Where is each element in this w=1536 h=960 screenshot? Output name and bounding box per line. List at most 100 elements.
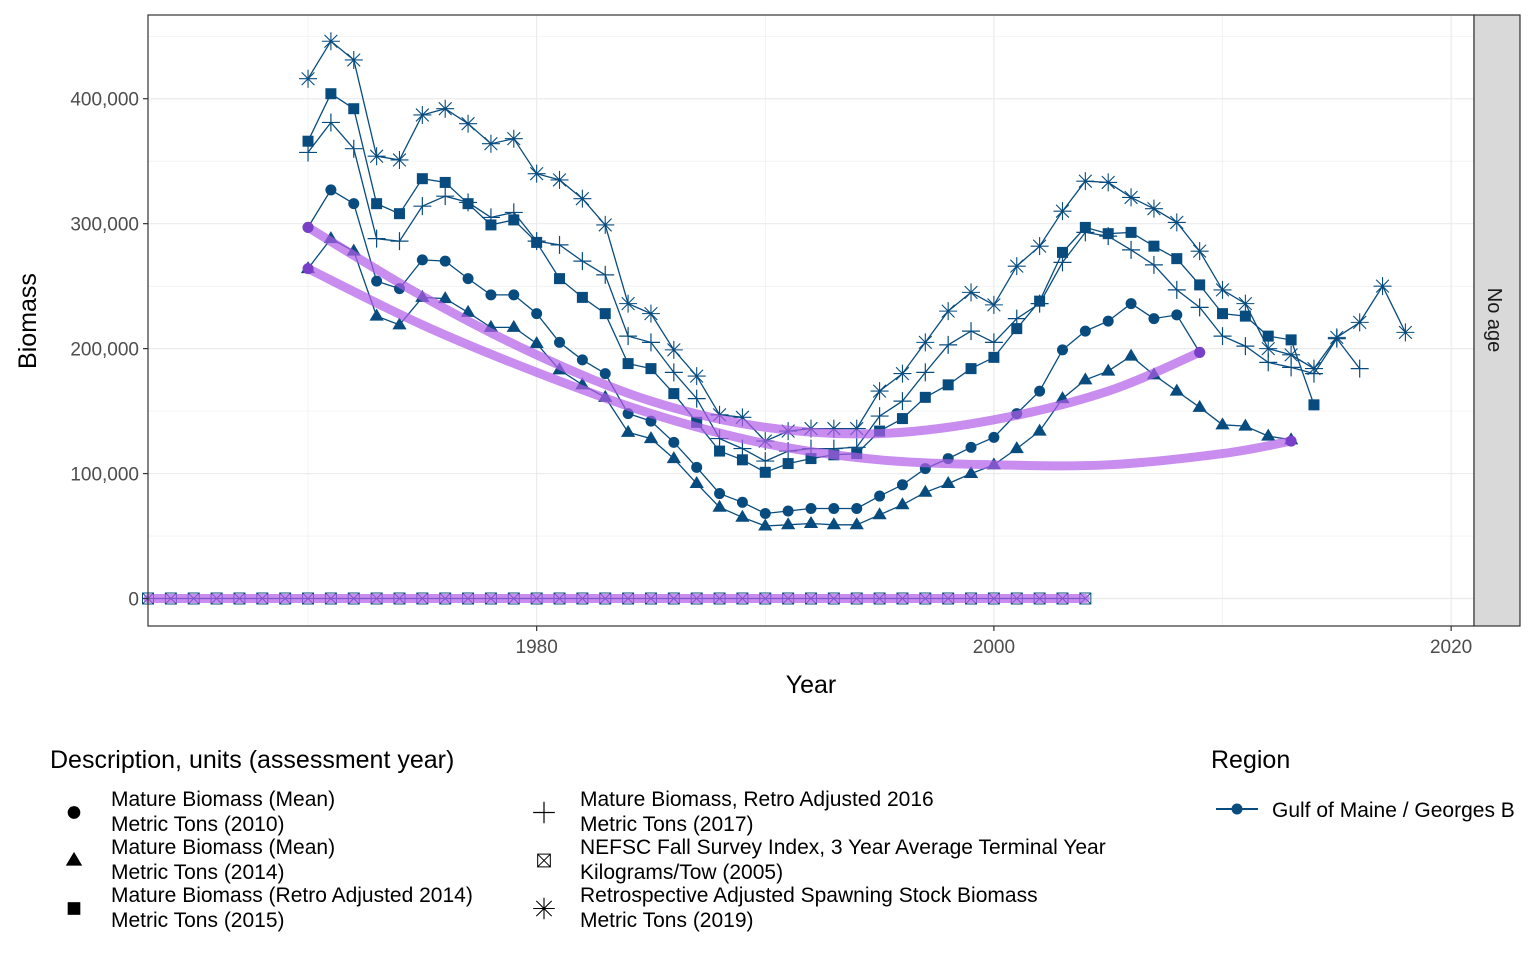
asterisk-marker [687,367,706,386]
circle-marker [462,273,474,285]
plus-marker [870,407,889,426]
y-tick-label: 0 [128,590,139,611]
square-marker [691,416,703,428]
legend-label-line1: Mature Biomass, Retro Adjusted 2016 [580,788,934,811]
asterisk-marker [641,304,660,323]
trend-line [303,264,1296,471]
plus-marker [299,143,318,162]
asterisk-marker [504,129,523,148]
triangle-marker [826,517,841,530]
legend-label-line1: Mature Biomass (Mean) [111,836,335,859]
plus-marker [984,333,1003,352]
plus-marker [344,139,363,158]
circle-marker [691,461,703,473]
triangle-marker [895,497,910,510]
square-marker [1011,323,1023,335]
legend-title: Description, units (assessment year) [50,746,454,774]
plus-marker [367,229,386,248]
trend-line [303,222,1205,439]
plus-marker [687,389,706,408]
plus-marker [1190,298,1209,317]
square-marker [805,453,817,465]
triangle-marker [1123,348,1139,361]
y-tick-label: 400,000 [70,90,139,111]
triangle-marker [1032,423,1047,436]
plus-marker [596,265,615,284]
square-marker [554,273,566,285]
y-tick-label: 200,000 [70,340,139,361]
circle-marker [1079,325,1091,337]
asterisk-marker [413,105,432,124]
asterisk-marker [1236,294,1255,313]
square-marker [942,379,954,391]
triangle-marker [803,516,819,529]
circle-marker [576,354,588,366]
plus-marker [1030,294,1049,313]
asterisk-marker [1099,173,1118,192]
triangle-marker [712,499,727,512]
square-marker [965,363,977,375]
triangle-marker [689,476,704,489]
circle-marker [782,505,794,517]
plus-marker [756,452,775,471]
asterisk-marker [1304,359,1323,378]
asterisk-marker [962,283,981,302]
circle-marker [439,255,451,267]
legend-label-line2: Metric Tons (2015) [111,909,285,932]
plus-marker [390,232,409,251]
plus-marker [1053,253,1072,272]
triangle-marker [963,466,979,479]
triangle-marker [1078,372,1093,385]
triangle-marker [1215,417,1230,430]
square-marker [1217,308,1229,320]
triangle-marker [438,291,453,304]
circle-marker [874,490,886,502]
region-legend-label: Gulf of Maine / Georges B [1272,799,1515,822]
legend-label-line2: Metric Tons (2014) [111,861,285,884]
trend-lines [143,221,1297,604]
plus-marker [1099,227,1118,246]
plus-marker [962,322,981,341]
asterisk-marker [596,215,615,234]
asterisk-marker [664,340,683,359]
plus-marker [1007,309,1026,328]
square-marker [1239,310,1251,322]
asterisk-marker [824,419,843,438]
asterisk-marker [1076,172,1095,191]
triangle-marker [918,484,933,497]
asterisk-marker [1122,188,1141,207]
triangle-marker [529,336,544,349]
circle-marker [759,508,771,520]
plus-marker [1144,255,1163,274]
square-marker [622,358,634,370]
triangle-marker [369,308,384,321]
square-marker [782,458,794,470]
triangle-marker [65,851,83,866]
square-marker [736,454,748,466]
triangle-marker [1238,418,1253,431]
circle-marker [485,289,497,301]
plus-marker [504,203,523,222]
asterisk-marker [733,408,752,427]
square-marker [919,391,931,403]
circle-marker [599,368,611,380]
y-axis-title: Biomass [14,273,42,369]
asterisk-marker [916,333,935,352]
asterisk-marker [1190,242,1209,261]
square-marker [988,351,1000,363]
asterisk-marker [390,150,409,169]
triangle-marker [643,431,659,444]
asterisk-marker [1144,199,1163,218]
circle-marker [896,479,908,491]
asterisk-marker [893,364,912,383]
legend-label-line1: Mature Biomass (Mean) [111,788,335,811]
plus-marker [527,232,546,251]
circle-marker [1102,315,1114,327]
legend: Mature Biomass (Mean)Metric Tons (2010)M… [65,788,1106,932]
facet-label: No age [1483,288,1505,353]
facet-strip [1473,14,1521,627]
triangle-marker [620,424,636,437]
triangle-marker [872,507,887,520]
x-tick-label: 1980 [516,637,558,658]
